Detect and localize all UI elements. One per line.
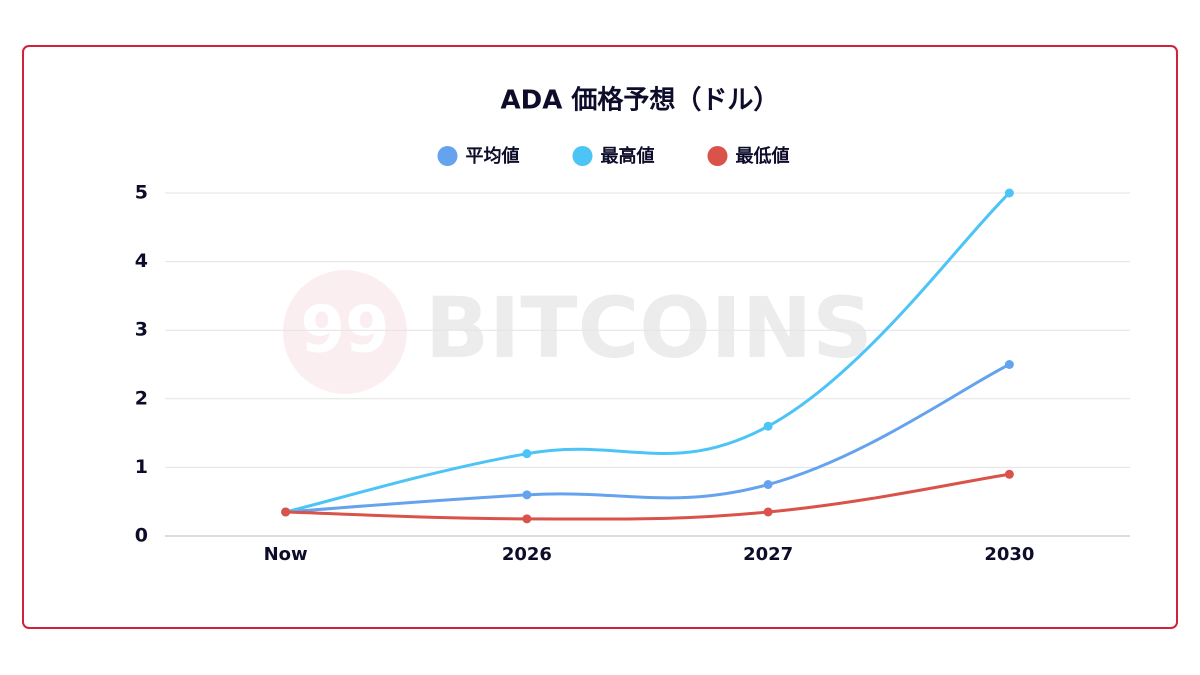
watermark-logo-circle xyxy=(283,270,407,394)
y-tick-label: 0 xyxy=(135,525,148,547)
y-tick-label: 1 xyxy=(135,456,148,478)
series-line xyxy=(285,472,1010,521)
data-point xyxy=(763,507,773,517)
x-tick-label: 2030 xyxy=(984,544,1034,565)
y-tick-label: 3 xyxy=(135,319,148,341)
watermark: 99 BITCOINS xyxy=(283,270,873,394)
data-point xyxy=(522,490,532,500)
legend-label: 平均値 xyxy=(466,145,520,167)
y-tick-label: 4 xyxy=(135,250,148,272)
data-point xyxy=(522,514,532,524)
legend-swatch xyxy=(707,146,728,166)
series-line xyxy=(285,363,1011,514)
x-tick-label: Now xyxy=(264,544,308,565)
legend-label: 最低値 xyxy=(736,145,790,167)
frame xyxy=(22,45,1178,629)
data-point xyxy=(763,421,773,431)
watermark-text: BITCOINS xyxy=(425,279,873,377)
legend-swatch xyxy=(572,146,593,166)
y-tick-label: 2 xyxy=(135,387,148,409)
data-point xyxy=(763,480,773,490)
data-point xyxy=(1004,469,1014,479)
data-point xyxy=(1004,188,1014,198)
legend-label: 最高値 xyxy=(601,145,655,167)
data-point xyxy=(522,449,532,459)
x-tick-label: 2026 xyxy=(502,544,552,565)
legend-swatch xyxy=(437,146,458,166)
x-tick-label: 2027 xyxy=(743,544,793,565)
y-tick-label: 5 xyxy=(135,182,148,204)
series-line xyxy=(285,191,1011,514)
chart-title: ADA 価格予想（ドル） xyxy=(501,85,780,116)
data-point xyxy=(1004,360,1014,369)
data-point xyxy=(281,507,291,517)
